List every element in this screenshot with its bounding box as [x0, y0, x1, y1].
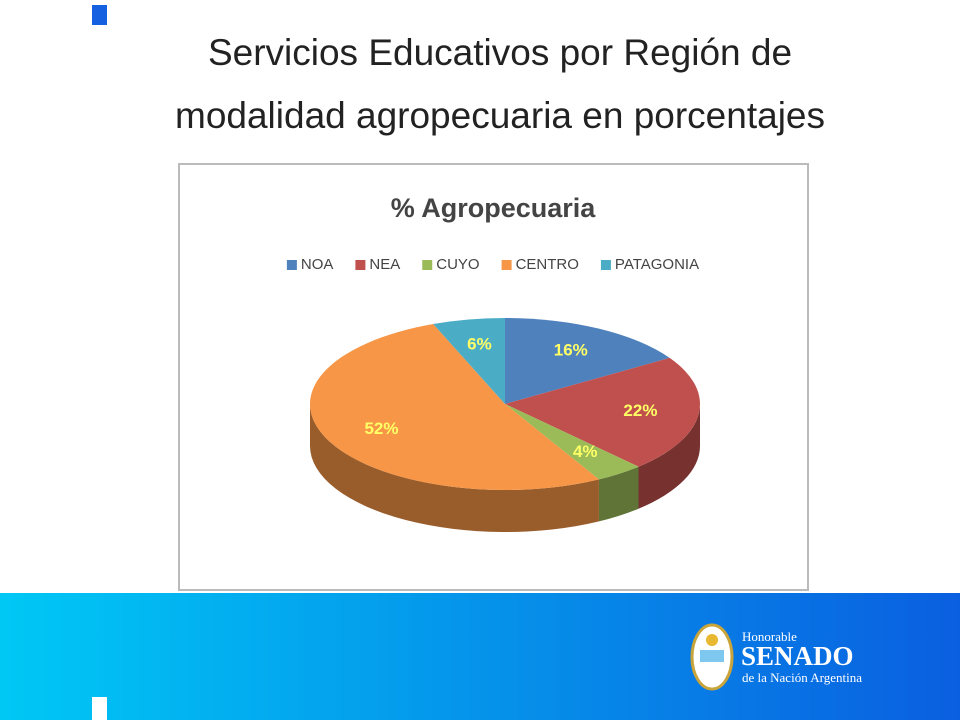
logo: Honorable SENADO de la Nación Argentina: [690, 623, 862, 691]
slide-title: Servicios Educativos por Región de: [208, 32, 792, 73]
logo-emblem: [700, 650, 724, 662]
logo-emblem: [706, 634, 718, 646]
accent-block: [92, 5, 107, 25]
legend-label: PATAGONIA: [615, 256, 699, 273]
slice: [505, 404, 639, 480]
logo-text: Honorable: [742, 629, 797, 644]
data-label: 52%: [364, 419, 398, 438]
data-label: 22%: [623, 401, 657, 420]
logo-text: SENADO: [741, 641, 854, 671]
slice: [505, 318, 670, 404]
data-label: 6%: [467, 334, 492, 353]
slide-title: modalidad agropecuaria en porcentajes: [175, 95, 825, 136]
legend-swatch: [600, 260, 611, 270]
slice-side: [598, 466, 639, 522]
slice: [433, 318, 505, 404]
slice: [505, 357, 701, 467]
data-label: 16%: [554, 341, 588, 360]
slice-side: [638, 404, 700, 509]
legend-label: CENTRO: [516, 256, 579, 273]
logo-text: de la Nación Argentina: [742, 670, 862, 685]
chart-title: % Agropecuaria: [391, 193, 597, 223]
legend-swatch: [286, 260, 297, 270]
legend-swatch: [501, 260, 512, 270]
legend: NOA NEA CUYO CENTRO PATAGONIA: [286, 256, 699, 273]
accent-block: [92, 697, 107, 720]
legend-swatch: [355, 260, 366, 270]
legend-label: CUYO: [436, 256, 479, 273]
legend-label: NOA: [301, 256, 334, 273]
data-label: 4%: [573, 442, 598, 461]
slice-side: [310, 404, 599, 532]
slice: [309, 324, 599, 491]
legend-swatch: [422, 260, 433, 270]
legend-label: NEA: [369, 256, 400, 273]
pie: 16% 22% 4% 52% 6%: [309, 318, 701, 532]
footer-band: [0, 593, 960, 720]
